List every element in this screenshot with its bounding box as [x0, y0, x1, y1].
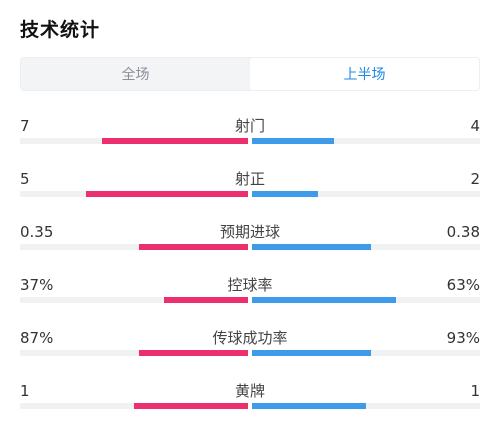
stat-label: 控球率: [227, 276, 273, 294]
home-value: 7: [20, 117, 30, 135]
stat-row-pass-accuracy: 87% 传球成功率 93%: [0, 329, 500, 369]
away-bar: [252, 350, 371, 356]
stat-row-expected-goals: 0.35 预期进球 0.38: [0, 223, 500, 263]
home-track: [20, 403, 248, 409]
stat-row-shots-on-target: 5 射正 2: [0, 170, 500, 210]
home-bar: [139, 244, 248, 250]
home-value: 87%: [20, 329, 54, 347]
home-value: 37%: [20, 276, 54, 294]
away-bar: [252, 138, 334, 144]
home-bar: [134, 403, 248, 409]
home-value: 5: [20, 170, 30, 188]
away-bar: [252, 191, 318, 197]
home-value: 0.35: [20, 223, 54, 241]
home-track: [20, 244, 248, 250]
home-track: [20, 191, 248, 197]
home-bar: [86, 191, 248, 197]
tab-first-half[interactable]: 上半场: [250, 58, 479, 90]
away-value: 0.38: [446, 223, 480, 241]
away-bar: [252, 403, 366, 409]
home-bar: [102, 138, 248, 144]
away-value: 1: [470, 382, 480, 400]
stat-label: 射正: [234, 170, 265, 188]
away-bar: [252, 297, 396, 303]
home-bar: [164, 297, 248, 303]
away-track: [252, 191, 480, 197]
home-value: 1: [20, 382, 30, 400]
away-track: [252, 138, 480, 144]
stat-label: 传球成功率: [212, 329, 288, 347]
away-bar: [252, 244, 371, 250]
home-track: [20, 138, 248, 144]
stat-row-possession: 37% 控球率 63%: [0, 276, 500, 316]
stat-row-yellow-cards: 1 黄牌 1: [0, 382, 500, 422]
home-track: [20, 350, 248, 356]
away-value: 63%: [446, 276, 480, 294]
home-track: [20, 297, 248, 303]
away-track: [252, 297, 480, 303]
away-track: [252, 244, 480, 250]
away-track: [252, 403, 480, 409]
away-value: 4: [470, 117, 480, 135]
stat-label: 射门: [234, 117, 265, 135]
period-tabs: 全场 上半场: [20, 57, 480, 91]
page-title: 技术统计: [20, 19, 101, 41]
stat-row-shots: 7 射门 4: [0, 117, 500, 157]
away-value: 2: [470, 170, 480, 188]
stat-label: 预期进球: [219, 223, 280, 241]
stat-label: 黄牌: [234, 382, 265, 400]
away-value: 93%: [446, 329, 480, 347]
tab-full-match[interactable]: 全场: [121, 67, 150, 83]
home-bar: [139, 350, 248, 356]
away-track: [252, 350, 480, 356]
